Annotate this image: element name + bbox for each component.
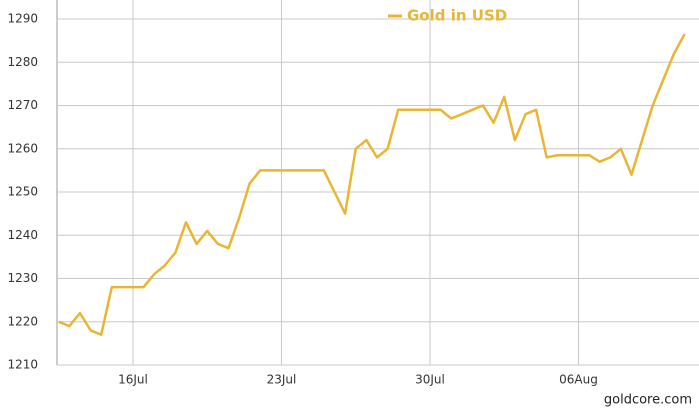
- y-tick-label: 1260: [7, 141, 38, 155]
- y-tick-label: 1270: [7, 98, 38, 112]
- data-line: [58, 33, 686, 336]
- y-tick-label: 1280: [7, 55, 38, 69]
- source: goldcore.com: [604, 393, 692, 408]
- y-tick-label: 1250: [7, 185, 38, 199]
- y-tick-label: 1230: [7, 271, 38, 285]
- y-tick-label: 1210: [7, 358, 38, 372]
- x-tick-label: 06Aug: [559, 373, 598, 387]
- y-tick-label: 1220: [7, 314, 38, 328]
- y-tick-label: 1290: [7, 12, 38, 26]
- x-tick-label: 23Jul: [267, 373, 297, 387]
- x-tick-label: 30Jul: [415, 373, 445, 387]
- x-tick-label: 16Jul: [118, 373, 148, 387]
- legend-label: Gold in USD: [407, 7, 507, 25]
- y-tick-label: 1240: [7, 228, 38, 242]
